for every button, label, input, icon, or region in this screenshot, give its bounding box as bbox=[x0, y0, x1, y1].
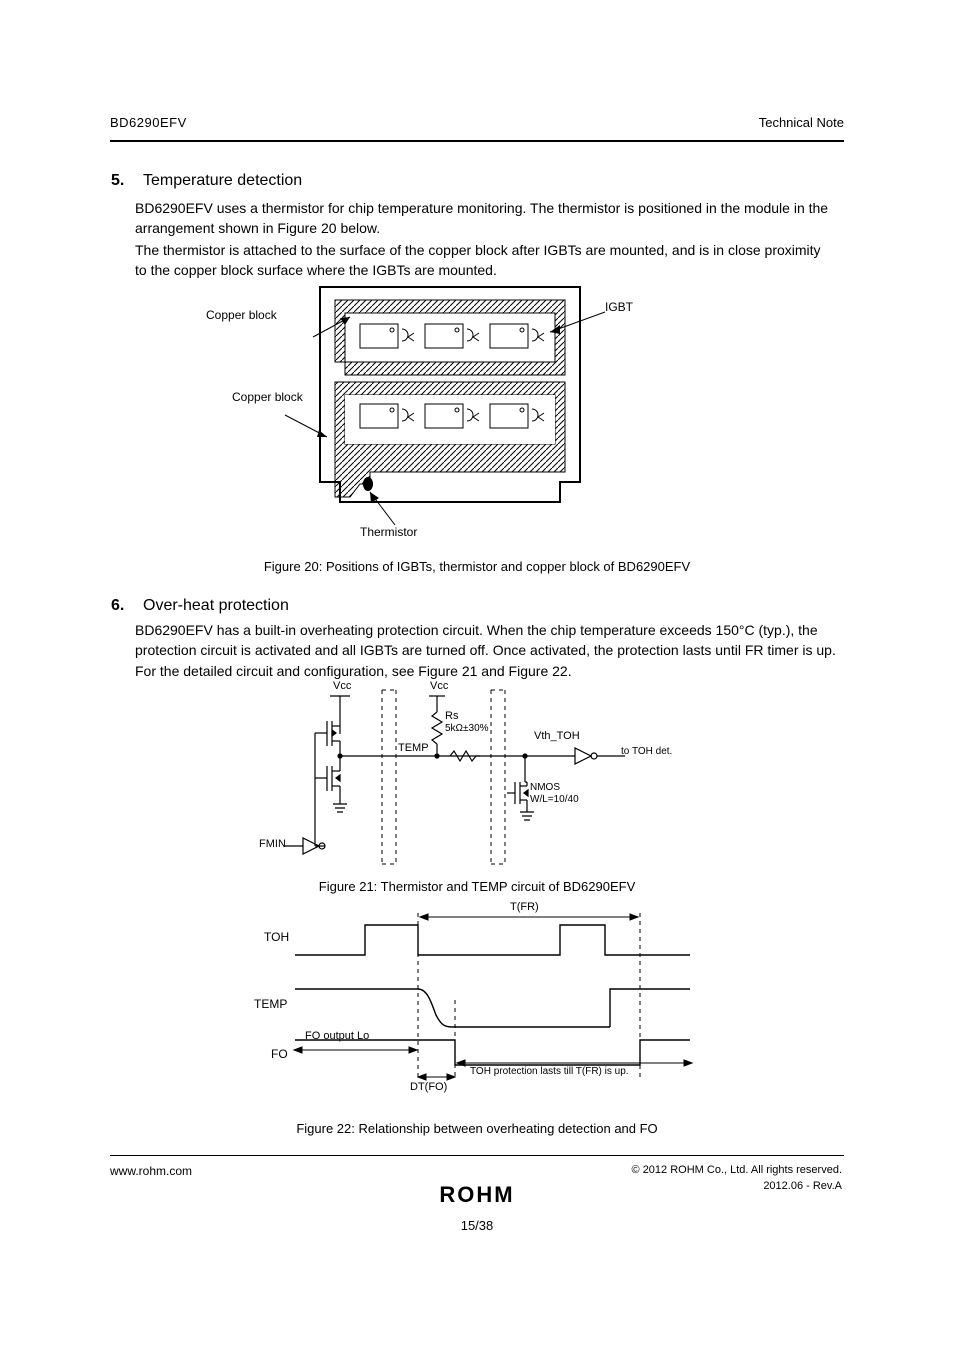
fig22-toh-last: TOH protection lasts till T(FR) is up. bbox=[470, 1066, 629, 1077]
fig21-vcc-2: Vcc bbox=[430, 680, 448, 692]
fig21-rs-label: Rs bbox=[445, 710, 458, 722]
fig22-sig-toh: TOH bbox=[264, 930, 289, 944]
header-title: Technical Note bbox=[759, 115, 844, 130]
fig22-sig-temp: TEMP bbox=[254, 997, 287, 1011]
fig21-vth: Vth_TOH bbox=[534, 730, 580, 742]
section-6-body: BD6290EFV has a built-in overheating pro… bbox=[135, 620, 840, 681]
fig21-fmin: FMIN bbox=[259, 838, 286, 850]
figure-22-caption: Figure 22: Relationship between overheat… bbox=[110, 1120, 844, 1139]
section-5-body-2: The thermistor is attached to the surfac… bbox=[135, 240, 835, 281]
fig21-vcc-1: Vcc bbox=[333, 680, 351, 692]
figure-20-caption: Figure 20: Positions of IGBTs, thermisto… bbox=[110, 558, 844, 577]
section-6-title: Over-heat protection bbox=[143, 597, 289, 615]
fig22-tfr: T(FR) bbox=[510, 901, 539, 913]
fig22-sig-fo: FO bbox=[271, 1047, 288, 1061]
footer-rule bbox=[110, 1155, 844, 1156]
header-rule bbox=[110, 140, 844, 142]
fig21-to-toh: to TOH det. bbox=[621, 746, 681, 757]
section-5-number: 5. bbox=[111, 172, 124, 190]
fig20-label-igbt: IGBT bbox=[605, 300, 633, 314]
fig22-dtfo: DT(FO) bbox=[410, 1081, 447, 1093]
fig20-label-thermistor: Thermistor bbox=[360, 525, 417, 539]
section-6-number: 6. bbox=[111, 597, 124, 615]
figure-21-caption: Figure 21: Thermistor and TEMP circuit o… bbox=[110, 878, 844, 897]
fig20-label-copper-left: Copper block bbox=[232, 390, 303, 404]
header-model: BD6290EFV bbox=[110, 115, 187, 130]
fig22-fo-lo: FO output Lo bbox=[305, 1030, 369, 1042]
fig21-temp-pin: TEMP bbox=[398, 742, 429, 754]
section-5-body-1: BD6290EFV uses a thermistor for chip tem… bbox=[135, 198, 835, 239]
figure-20-svg bbox=[210, 282, 680, 542]
footer-url: www.rohm.com bbox=[110, 1164, 192, 1178]
footer-copyright: © 2012 ROHM Co., Ltd. All rights reserve… bbox=[632, 1164, 842, 1176]
figure-20: Copper block Copper block IGBT Thermisto… bbox=[210, 282, 680, 572]
fig21-nmos-size: W/L=10/40 bbox=[530, 794, 579, 805]
page-root: BD6290EFV Technical Note 5. Temperature … bbox=[0, 0, 954, 1351]
footer-logo: ROHM bbox=[439, 1182, 514, 1208]
figure-22: TOH TEMP FO T(FR) FO output Lo DT(FO) TO… bbox=[260, 905, 720, 1125]
figure-21: Vcc TEMP Vcc Rs 5kΩ±30% Vth_TOH to TOH d… bbox=[275, 686, 690, 886]
fig21-nmos: NMOS bbox=[530, 782, 560, 793]
section-5-title: Temperature detection bbox=[143, 172, 302, 190]
figure-21-svg bbox=[275, 686, 690, 876]
fig20-label-copper-top: Copper block bbox=[206, 308, 277, 322]
footer-date: 2012.06 - Rev.A bbox=[763, 1180, 842, 1192]
fig21-rs-value: 5kΩ±30% bbox=[445, 723, 489, 734]
footer-page: 15/38 bbox=[461, 1218, 494, 1233]
